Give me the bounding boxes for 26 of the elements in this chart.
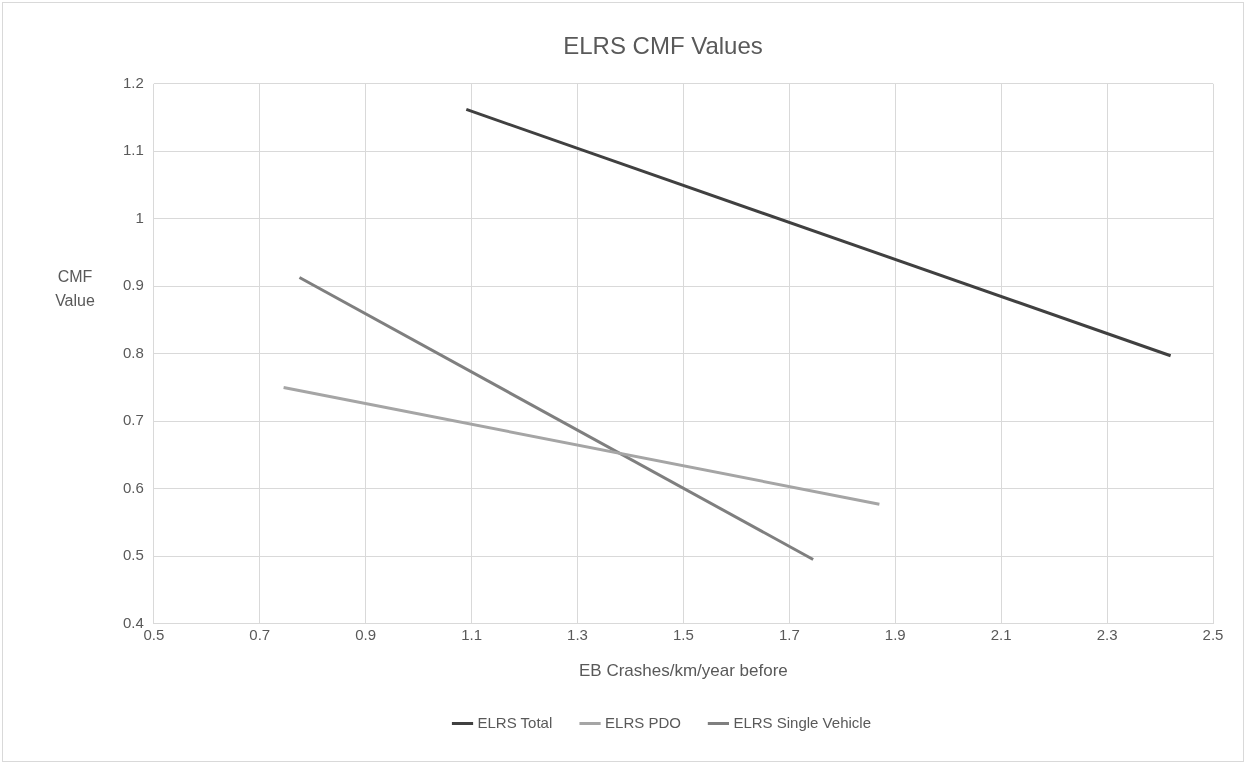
- y-tick-label: 1: [135, 208, 144, 226]
- x-tick-label: 1.5: [673, 625, 694, 643]
- chart-title: ELRS CMF Values: [563, 32, 763, 60]
- y-tick-label: 0.4: [122, 613, 144, 631]
- y-tick-label: 0.6: [122, 478, 144, 496]
- y-tick-label: 1.2: [122, 73, 144, 91]
- x-tick-label: 2.1: [990, 625, 1012, 643]
- legend-label: ELRS Total: [477, 713, 553, 731]
- x-tick-label: 1.7: [778, 625, 800, 643]
- y-axis-title: CMF Value: [54, 267, 96, 311]
- y-tick-label: 0.7: [122, 411, 144, 429]
- y-tick-label: 0.5: [122, 546, 144, 564]
- x-tick-label: 1.3: [567, 625, 588, 643]
- x-tick-label: 1.1: [461, 625, 483, 643]
- x-tick-label: 1.9: [884, 625, 906, 643]
- x-tick-label: 0.7: [249, 625, 271, 643]
- legend-label: ELRS Single Vehicle: [733, 713, 871, 731]
- y-tick-label: 0.9: [122, 276, 144, 294]
- y-tick-label: 0.8: [122, 343, 144, 361]
- y-tick-label: 1.1: [122, 141, 144, 159]
- x-axis-title: EB Crashes/km/year before: [579, 661, 788, 681]
- x-tick-label: 0.5: [143, 625, 165, 643]
- x-tick-label: 0.9: [355, 625, 377, 643]
- x-tick-label: 2.3: [1096, 625, 1118, 643]
- legend-label: ELRS PDO: [605, 713, 681, 731]
- x-tick-label: 2.5: [1202, 625, 1224, 643]
